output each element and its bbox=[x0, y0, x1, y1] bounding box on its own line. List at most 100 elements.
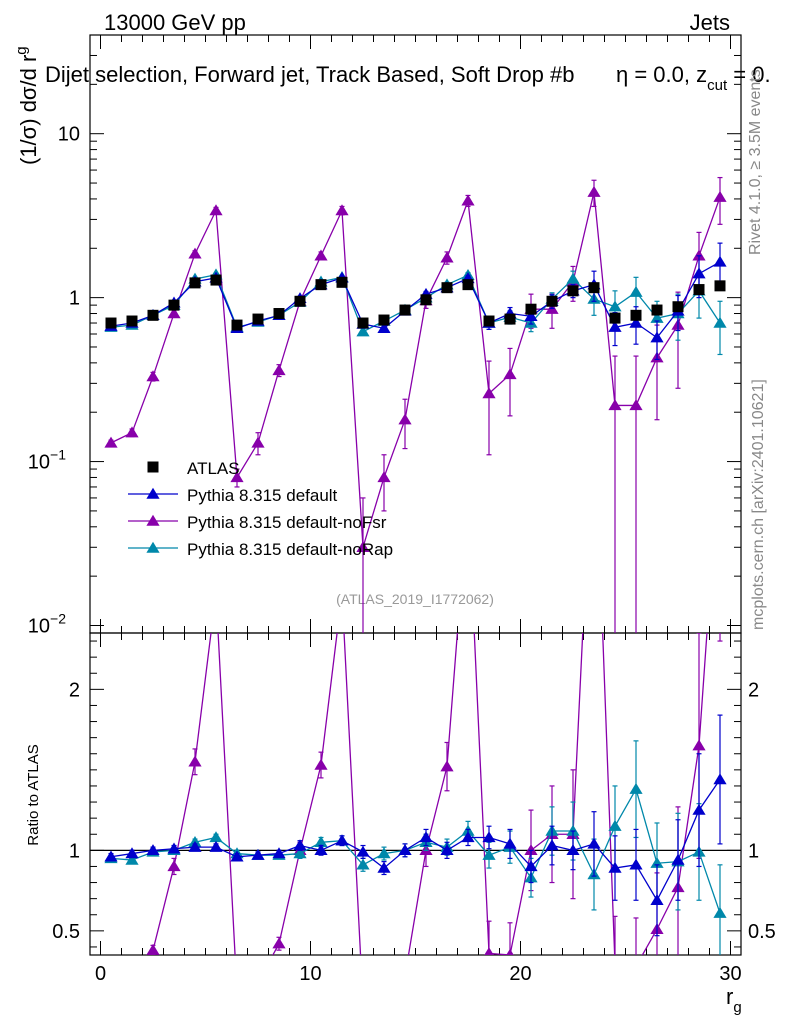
main-pythia-8-315-default-norap-point bbox=[713, 316, 727, 328]
ratio-pythia-8-315-default-nofsr-point bbox=[461, 490, 474, 501]
ratio-pythia-8-315-default-norap-point bbox=[482, 848, 496, 860]
ratio-pythia-8-315-default-nofsr-point bbox=[209, 586, 222, 597]
atlas-data-point bbox=[210, 274, 222, 286]
ratio-pythia-8-315-default-norap-point bbox=[293, 847, 307, 859]
ratio-pythia-8-315-default-norap-point bbox=[650, 856, 664, 868]
ratio-pythia-8-315-default-point bbox=[482, 831, 496, 843]
ratio-axis-ticks: 0.5 0.51 12 20 10 20 30 bbox=[52, 633, 776, 985]
main-pythia-8-315-default-norap-point bbox=[629, 285, 643, 297]
ratio-pythia-8-315-default-nofsr-point bbox=[398, 970, 411, 981]
main-series-layer bbox=[104, 176, 727, 633]
process-label: Jets bbox=[690, 10, 730, 35]
ratio-pythia-8-315-default-point bbox=[419, 831, 433, 843]
main-pythia-8-315-default-norap-point bbox=[608, 300, 622, 312]
atlas-data-point bbox=[504, 313, 516, 325]
ratio-pythia-8-315-default-norap-point bbox=[125, 853, 139, 865]
ratio-pythia-8-315-default-point bbox=[125, 847, 139, 859]
atlas-data-point bbox=[273, 308, 285, 320]
ratio-series-layer bbox=[104, 393, 727, 1008]
ratio-pythia-8-315-default-nofsr-point bbox=[713, 442, 726, 453]
main-pythia-8-315-default-nofsr-point bbox=[398, 413, 412, 425]
main-pythia-8-315-default-nofsr-point bbox=[461, 194, 475, 206]
main-pythia-8-315-default-nofsr-point bbox=[713, 190, 727, 202]
main-y-tick-label: 10 bbox=[58, 124, 80, 146]
ratio-pythia-8-315-default-point bbox=[251, 848, 265, 860]
main-pythia-8-315-default-point bbox=[608, 320, 622, 332]
atlas-data-point bbox=[168, 299, 180, 311]
ratio-pythia-8-315-default-point bbox=[293, 839, 307, 851]
main-axis-ticks: 10−2 10−1 1 10 bbox=[28, 34, 741, 637]
main-pythia-8-315-default-nofsr-point bbox=[692, 249, 706, 261]
main-pythia-8-315-default-nofsr-point bbox=[440, 251, 454, 263]
ratio-y-axis-label: Ratio to ATLAS bbox=[25, 744, 42, 845]
ratio-pythia-8-315-default-nofsr-point bbox=[230, 986, 243, 997]
ratio-pythia-8-315-default-nofsr-point bbox=[104, 974, 117, 985]
ratio-pythia-8-315-default-nofsr-point bbox=[167, 860, 181, 872]
atlas-data-point bbox=[336, 276, 348, 288]
atlas-data-point bbox=[441, 282, 453, 294]
ratio-pythia-8-315-default-point bbox=[314, 844, 328, 856]
ratio-y-tick-label-right: 1 bbox=[748, 840, 759, 862]
ratio-pythia-8-315-default-nofsr-point bbox=[692, 739, 706, 751]
main-pythia-8-315-default-nofsr-point bbox=[377, 471, 391, 483]
main-pythia-8-315-default-nofsr-point bbox=[587, 185, 601, 197]
ratio-y-tick-label: 1 bbox=[69, 840, 80, 862]
atlas-data-point bbox=[105, 317, 117, 329]
main-pythia-8-315-default-nofsr-point bbox=[629, 399, 643, 411]
ratio-pythia-8-315-default-nofsr-point bbox=[272, 937, 286, 949]
ratio-pythia-8-315-default-point bbox=[230, 850, 244, 862]
main-pythia-8-315-default-point bbox=[692, 267, 706, 279]
atlas-data-point bbox=[399, 304, 411, 316]
ratio-pythia-8-315-default-line bbox=[110, 779, 721, 902]
main-pythia-8-315-default-nofsr-point bbox=[104, 436, 118, 448]
legend: ATLAS Pythia 8.315 default Pythia 8.315 de… bbox=[128, 459, 393, 559]
atlas-data-point bbox=[420, 294, 432, 306]
main-pythia-8-315-default-nofsr-point bbox=[251, 436, 265, 448]
atlas-data-point bbox=[462, 279, 474, 291]
ratio-pythia-8-315-default-norap-point bbox=[209, 831, 223, 843]
ratio-plot-frame bbox=[89, 632, 742, 956]
ratio-pythia-8-315-default-nofsr-point bbox=[506, 948, 514, 955]
ratio-pythia-8-315-default-point bbox=[104, 850, 118, 862]
atlas-data-point bbox=[147, 309, 159, 321]
atlas-data-point bbox=[588, 282, 600, 294]
main-y-tick-label: 1 bbox=[69, 288, 80, 310]
selection-title: Dijet selection, Forward jet, Track Base… bbox=[45, 62, 771, 94]
ratio-pythia-8-315-default-nofsr-line bbox=[148, 633, 708, 955]
atlas-data-point bbox=[630, 309, 642, 321]
ratio-pythia-8-315-default-point bbox=[692, 803, 706, 815]
main-y-axis-label: (1/σ) dσ/d rg bbox=[13, 46, 41, 165]
atlas-data-point bbox=[231, 319, 243, 331]
legend-label-0: ATLAS bbox=[187, 459, 240, 478]
ratio-pythia-8-315-default-point bbox=[272, 847, 286, 859]
ratio-pythia-8-315-default-nofsr-point bbox=[587, 393, 600, 404]
mcplots-label: mcplots.cern.ch [arXiv:2401.10621] bbox=[750, 379, 767, 630]
x-tick-label: 0 bbox=[95, 963, 106, 985]
ratio-pythia-8-315-default-nofsr-point bbox=[377, 987, 390, 998]
ratio-pythia-8-315-default-point bbox=[545, 839, 559, 851]
main-pythia-8-315-default-nofsr-point bbox=[167, 307, 181, 319]
atlas-data-point bbox=[126, 315, 138, 327]
ratio-y-tick-label: 2 bbox=[69, 679, 80, 701]
atlas-data-point bbox=[294, 295, 306, 307]
atlas-data-point bbox=[567, 285, 579, 297]
ratio-pythia-8-315-default-nofsr-point bbox=[188, 755, 202, 767]
legend-marker-2 bbox=[146, 514, 160, 526]
main-pythia-8-315-default-line bbox=[110, 261, 721, 339]
ratio-pythia-8-315-default-point bbox=[524, 860, 538, 872]
main-pythia-8-315-default-point bbox=[629, 316, 643, 328]
atlas-data-point bbox=[315, 279, 327, 291]
atlas-data-point bbox=[357, 317, 369, 329]
ratio-pythia-8-315-default-nofsr-point bbox=[484, 947, 494, 955]
ratio-pythia-8-315-default-nofsr-point bbox=[356, 997, 369, 1008]
ratio-pythia-8-315-default-point bbox=[650, 893, 664, 905]
main-pythia-8-315-default-point bbox=[713, 255, 727, 267]
ratio-pythia-8-315-default-point bbox=[461, 831, 475, 843]
energy-label: 13000 GeV pp bbox=[104, 10, 246, 35]
main-pythia-8-315-default-nofsr-point bbox=[608, 399, 622, 411]
main-pythia-8-315-default-nofsr-point bbox=[125, 426, 139, 438]
ratio-pythia-8-315-default-norap-point bbox=[356, 858, 370, 870]
main-pythia-8-315-default-nofsr-point bbox=[272, 364, 286, 376]
legend-marker-1 bbox=[146, 487, 160, 499]
